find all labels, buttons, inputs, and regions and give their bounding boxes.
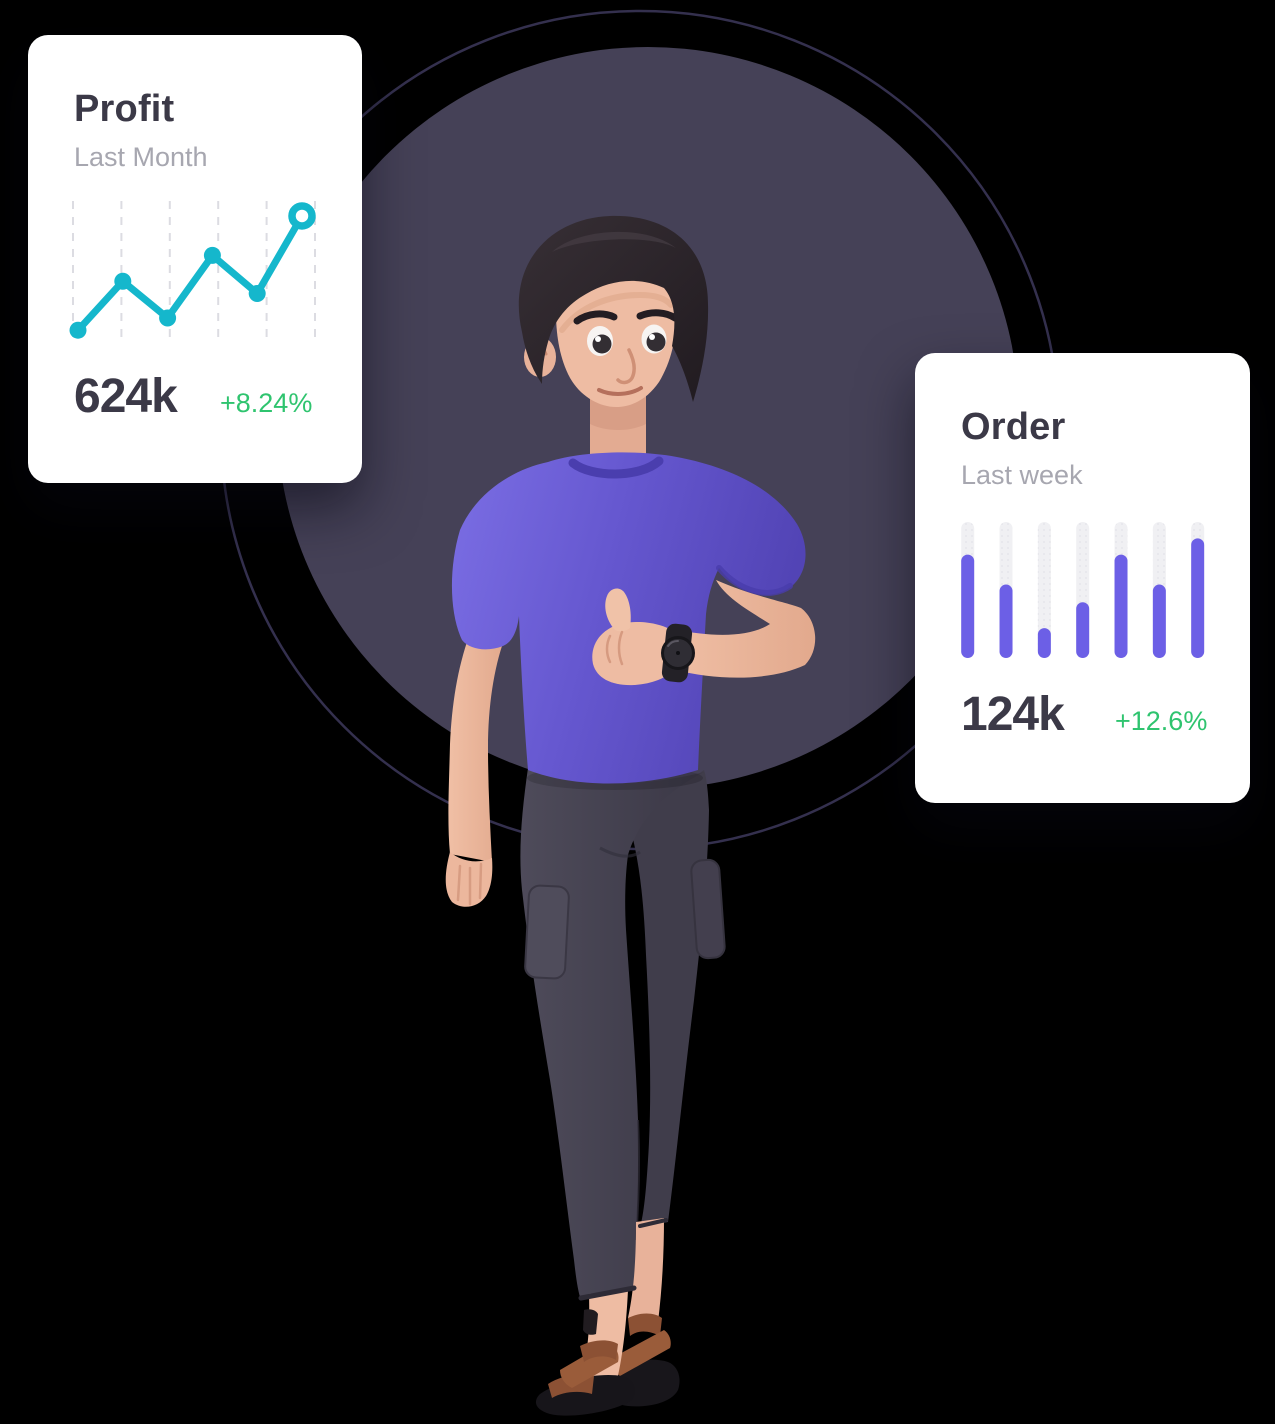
- order-card-title: Order: [961, 406, 1066, 448]
- man-fist: [592, 621, 678, 686]
- man-eye-right: [641, 324, 667, 354]
- man-right-arm: [592, 580, 816, 686]
- profit-card: Profit Last Month 624k +8.24%: [28, 35, 362, 483]
- profit-card-value: 624k: [74, 370, 178, 423]
- man-front-leg-and-hips: [520, 768, 704, 1300]
- man-hair: [518, 215, 709, 402]
- order-card: Order Last week 124k +12.6%: [915, 353, 1250, 803]
- profit-line-chart: [69, 201, 316, 339]
- decor-disc: [277, 47, 1019, 789]
- man-shirt: [451, 452, 806, 784]
- man-neck: [590, 392, 646, 478]
- man-mouth: [597, 386, 643, 396]
- man-face: [556, 243, 677, 407]
- order-card-change: +12.6%: [1115, 706, 1208, 736]
- illustration-3d-man: [445, 215, 816, 1416]
- man-collar: [568, 456, 664, 479]
- profit-card-title: Profit: [74, 88, 175, 130]
- man-ear: [524, 337, 556, 377]
- man-eyebrow-left: [573, 310, 618, 325]
- profit-card-subtitle: Last Month: [74, 142, 208, 172]
- order-bar-chart: [961, 522, 1205, 658]
- order-card-value: 124k: [961, 688, 1065, 741]
- man-back-leg: [628, 770, 709, 1228]
- man-front-sandal: [535, 1340, 635, 1416]
- man-pants: [520, 766, 726, 1300]
- man-nose: [616, 348, 636, 385]
- man-eye-left: [587, 326, 613, 356]
- man-cargo-pocket-right: [690, 858, 726, 960]
- man-watch: [661, 623, 695, 683]
- man-front-ankle: [580, 1290, 628, 1388]
- profit-card-change: +8.24%: [220, 388, 313, 418]
- man-left-arm: [445, 628, 504, 907]
- man-back-ankle: [628, 1218, 664, 1326]
- man-back-sandal: [597, 1313, 680, 1407]
- order-card-subtitle: Last week: [961, 460, 1083, 490]
- man-cargo-pocket-left: [524, 884, 570, 980]
- man-thumb: [605, 588, 631, 632]
- man-head: [518, 215, 709, 407]
- man-eyebrow-right: [636, 309, 679, 322]
